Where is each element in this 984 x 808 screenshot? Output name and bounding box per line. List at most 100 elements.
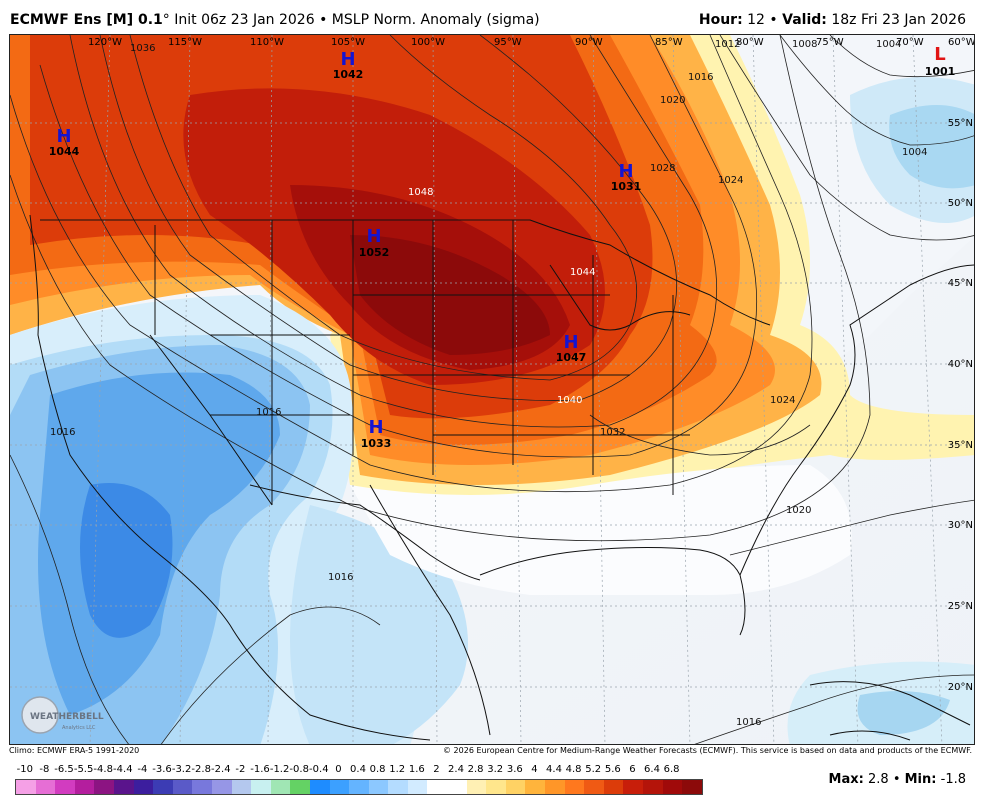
colorbar-swatch xyxy=(74,780,95,794)
colorbar-swatch xyxy=(486,780,506,794)
colorbar-swatch xyxy=(16,780,36,794)
high-value: 1052 xyxy=(359,246,390,259)
colorbar-tick-label: 1.2 xyxy=(389,764,406,775)
high-marker: H xyxy=(366,226,381,247)
init-time: Init 06z 23 Jan 2026 xyxy=(174,12,315,28)
us-canada-border xyxy=(40,219,771,326)
colorbar-tick-label: 4.8 xyxy=(565,764,582,775)
lon-label: 100°W xyxy=(411,37,445,48)
lat-label: 45°N xyxy=(948,278,973,289)
colorbar-swatch xyxy=(603,780,624,794)
us-east-coast xyxy=(739,264,974,576)
colorbar-tick-label: -2.8 xyxy=(191,764,211,775)
lon-label: 60°W xyxy=(948,37,975,48)
colorbar-swatch xyxy=(545,780,565,794)
valid-value: 18z Fri 23 Jan 2026 xyxy=(831,12,966,28)
lon-label: 115°W xyxy=(168,37,202,48)
colorbar-tick-label: 4.4 xyxy=(546,764,562,775)
colorbar-tick-label: 3.6 xyxy=(506,764,523,775)
isobar-label: 1008 xyxy=(792,39,817,50)
isobar-label: 1020 xyxy=(786,505,811,516)
title-bullet: • xyxy=(319,12,328,28)
colorbar-tick-label: 0.4 xyxy=(350,764,366,775)
isobar-label: 1016 xyxy=(688,72,713,83)
colorbar-tick-label: 6.4 xyxy=(644,764,660,775)
colorbar-swatch xyxy=(349,780,369,794)
logo-subtext: Analytics LLC xyxy=(62,725,96,731)
header: ECMWF Ens [M] 0.1° Init 06z 23 Jan 2026 … xyxy=(0,0,984,34)
hour-value: 12 xyxy=(747,12,765,28)
isobar-label: 1020 xyxy=(660,95,685,106)
colorbar-swatch xyxy=(153,780,173,794)
colorbar-tick-label: -2 xyxy=(235,764,246,775)
caribbean-islands xyxy=(809,681,971,741)
colorbar: -10 -8 -6.5 -5.5 -4.8 -4.4 -4 -3.6 -3.2 -2.8 -2.4-… xyxy=(15,764,715,800)
lon-label: 90°W xyxy=(575,37,603,48)
colorbar-swatch xyxy=(466,780,487,794)
high-value: 1044 xyxy=(49,145,80,158)
lat-label: 30°N xyxy=(948,520,973,531)
colorbar-swatch xyxy=(290,780,310,794)
caribbean-core xyxy=(857,691,950,735)
max-value: 2.8 xyxy=(867,772,889,787)
lon-label: 80°W xyxy=(736,37,764,48)
isobar-label: 1016 xyxy=(328,572,353,583)
lat-label: 35°N xyxy=(948,440,973,451)
colorbar-swatch xyxy=(133,780,154,794)
lat-label: 40°N xyxy=(948,359,973,370)
colorbar-tick-label: 2.8 xyxy=(467,764,484,775)
colorbar-swatch xyxy=(643,780,663,794)
product-name: MSLP Norm. Anomaly (sigma) xyxy=(331,12,540,28)
colorbar-tick-label: -10 xyxy=(16,764,33,775)
isobar-label: 1004 xyxy=(902,147,927,158)
colorbar-tick-label: 0 xyxy=(335,764,342,775)
isobars xyxy=(10,35,974,744)
colorbar-tick-label: -8 xyxy=(39,764,50,775)
lat-label: 25°N xyxy=(948,601,973,612)
logo-circle xyxy=(21,696,59,734)
lat-label: 20°N xyxy=(948,682,973,693)
lon-label: 110°W xyxy=(250,37,284,48)
colorbar-swatch xyxy=(407,780,428,794)
southeast-neutral xyxy=(350,465,852,595)
climo-credit: Climo: ECMWF ERA-5 1991-2020 xyxy=(9,746,140,755)
colorbar-swatch xyxy=(368,780,389,794)
us-mexico-border xyxy=(249,484,481,581)
map-canvas: 120°W 115°W 110°W 105°W 100°W 95°W 90°W … xyxy=(10,35,975,744)
mexico-gulf-coast xyxy=(369,484,491,736)
map-title: ECMWF Ens [M] 0.1° Init 06z 23 Jan 2026 … xyxy=(10,12,540,28)
colorbar-tick-label: -4.8 xyxy=(93,764,113,775)
colorbar-swatch xyxy=(309,780,330,794)
borders xyxy=(29,214,974,741)
colorbar-swatch xyxy=(447,780,467,794)
high-marker: H xyxy=(618,161,633,182)
colorbar-swatch xyxy=(231,780,252,794)
isobar-labels: 1036 1004 1012 1008 1016 1020 1028 1024 … xyxy=(50,39,927,728)
colorbar-strip xyxy=(15,779,703,795)
colorbar-tick-label: 1.6 xyxy=(408,764,425,775)
colorbar-tick-label: 0.8 xyxy=(369,764,386,775)
stats-bullet: • xyxy=(892,772,901,787)
high-value: 1031 xyxy=(611,180,642,193)
colorbar-tick-label: -1.6 xyxy=(250,764,270,775)
isobar-label: 1048 xyxy=(408,187,433,198)
valid-label: Valid: xyxy=(782,12,827,28)
lon-label: 75°W xyxy=(816,37,844,48)
high-marker: H xyxy=(56,126,71,147)
colorbar-tick-label: 3.2 xyxy=(487,764,504,775)
colorbar-tick-label: 5.6 xyxy=(604,764,621,775)
colorbar-swatch xyxy=(505,780,526,794)
isobar-label: 1012 xyxy=(715,39,740,50)
great-lakes xyxy=(549,264,691,331)
lat-label: 55°N xyxy=(948,118,973,129)
ecmwf-credit: © 2026 European Centre for Medium-Range … xyxy=(443,746,972,755)
valid-bullet: • xyxy=(769,12,778,28)
isobar-label: 1024 xyxy=(718,175,743,186)
isobar-label: 1016 xyxy=(736,717,761,728)
isobar-label: 1044 xyxy=(570,267,595,278)
state-lines xyxy=(149,220,690,506)
high-marker: H xyxy=(340,49,355,70)
colorbar-swatch xyxy=(427,780,448,794)
lon-label: 105°W xyxy=(331,37,365,48)
model-name: ECMWF Ens [M] 0.1 xyxy=(10,12,163,28)
